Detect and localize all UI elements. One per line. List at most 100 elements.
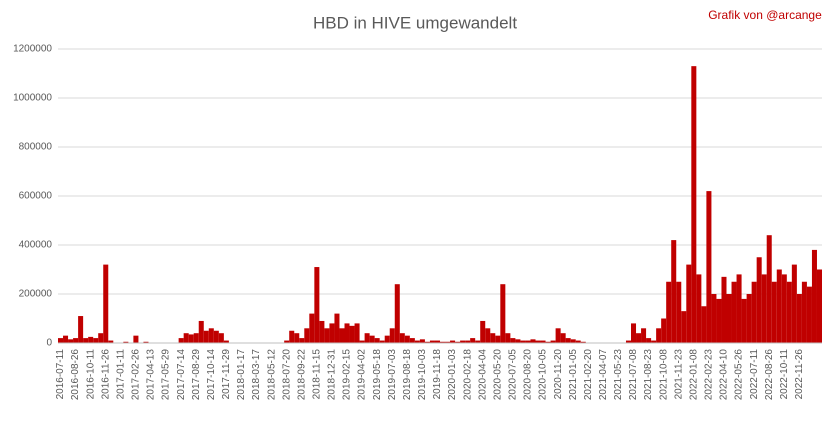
bar (78, 316, 84, 343)
x-tick-label: 2022-08-26 (764, 349, 775, 401)
bar (781, 274, 787, 343)
bar (796, 294, 802, 343)
bar (500, 284, 506, 343)
bar (470, 338, 476, 343)
bar (816, 269, 822, 343)
bar (661, 318, 667, 343)
x-tick-label: 2017-07-14 (176, 349, 187, 401)
bar (575, 340, 581, 343)
bar (726, 294, 732, 343)
x-tick-label: 2022-07-11 (749, 349, 760, 400)
bar (364, 333, 370, 343)
bar (691, 66, 697, 344)
x-tick-label: 2021-11-23 (673, 349, 684, 400)
bar (424, 341, 430, 343)
bar (218, 333, 224, 343)
bar (213, 330, 219, 343)
bar (188, 334, 194, 343)
x-tick-label: 2022-01-08 (688, 349, 699, 401)
bar (178, 338, 184, 343)
bar (771, 281, 777, 343)
x-tick-label: 2020-04-04 (477, 349, 488, 401)
bar (389, 328, 395, 343)
bar (450, 340, 456, 343)
bar (495, 335, 501, 343)
x-tick-label: 2019-08-18 (402, 349, 413, 401)
bar (570, 339, 576, 343)
bar (666, 281, 672, 343)
bar (309, 313, 315, 343)
bar (409, 338, 415, 343)
bar (289, 330, 295, 343)
bar (123, 341, 129, 343)
x-tick-label: 2021-07-08 (628, 349, 639, 401)
bar (460, 340, 466, 343)
x-tick-label: 2019-10-03 (417, 349, 428, 401)
bar (294, 333, 300, 343)
bar (706, 191, 712, 343)
bar (560, 333, 566, 343)
bar (399, 333, 405, 343)
x-tick-label: 2018-05-12 (266, 349, 277, 401)
x-tick-label: 2021-02-20 (583, 349, 594, 401)
x-tick-label: 2017-01-11 (115, 349, 126, 400)
bar (83, 338, 89, 343)
bar (394, 284, 400, 343)
bar (485, 328, 491, 343)
x-tick-label: 2019-11-18 (432, 349, 443, 400)
bar (515, 339, 521, 343)
x-tick-label: 2020-02-18 (462, 349, 473, 401)
bar (756, 257, 762, 343)
bar (419, 339, 425, 343)
bar (776, 269, 782, 343)
bar (374, 338, 380, 343)
bar (334, 313, 340, 343)
y-tick-label: 800000 (19, 142, 53, 153)
x-tick-label: 2017-10-14 (206, 349, 217, 401)
bar (349, 325, 355, 343)
bar (520, 340, 526, 343)
bar (806, 286, 812, 343)
bar (203, 330, 209, 343)
chart-title: HBD in HIVE umgewandelt (313, 13, 517, 32)
bar (379, 340, 385, 343)
bar (183, 333, 189, 343)
bar (761, 274, 767, 343)
bar (88, 336, 94, 343)
bar (490, 333, 496, 343)
bar (455, 341, 461, 343)
x-tick-label: 2018-07-20 (281, 349, 292, 401)
bar (811, 249, 817, 343)
x-tick-label: 2020-11-20 (553, 349, 564, 400)
bar (475, 340, 481, 343)
x-tick-label: 2020-08-20 (523, 349, 534, 401)
bar (510, 338, 516, 343)
bar (711, 294, 717, 343)
x-tick-label: 2020-10-05 (538, 349, 549, 401)
x-tick-label: 2016-08-26 (70, 349, 81, 401)
bar (193, 333, 199, 343)
y-tick-label: 400000 (19, 240, 53, 251)
x-tick-label: 2016-11-26 (100, 349, 111, 400)
bar (319, 320, 325, 343)
bar (565, 338, 571, 343)
x-tick-label: 2022-04-10 (719, 349, 730, 401)
bar (414, 340, 420, 343)
bar (304, 328, 310, 343)
bar (631, 323, 637, 343)
x-tick-label: 2018-11-15 (311, 349, 322, 400)
bar (58, 338, 64, 343)
bar (505, 333, 511, 343)
bar (344, 323, 350, 343)
bar (701, 306, 707, 343)
x-tick-label: 2019-02-15 (342, 349, 353, 401)
x-tick-label: 2018-09-22 (296, 349, 307, 401)
bar (686, 264, 692, 343)
y-tick-label: 200000 (19, 289, 53, 300)
x-tick-label: 2021-10-08 (658, 349, 669, 401)
bar (535, 340, 541, 343)
bar (676, 281, 682, 343)
x-tick-label: 2018-03-17 (251, 349, 262, 401)
bar (63, 335, 69, 343)
